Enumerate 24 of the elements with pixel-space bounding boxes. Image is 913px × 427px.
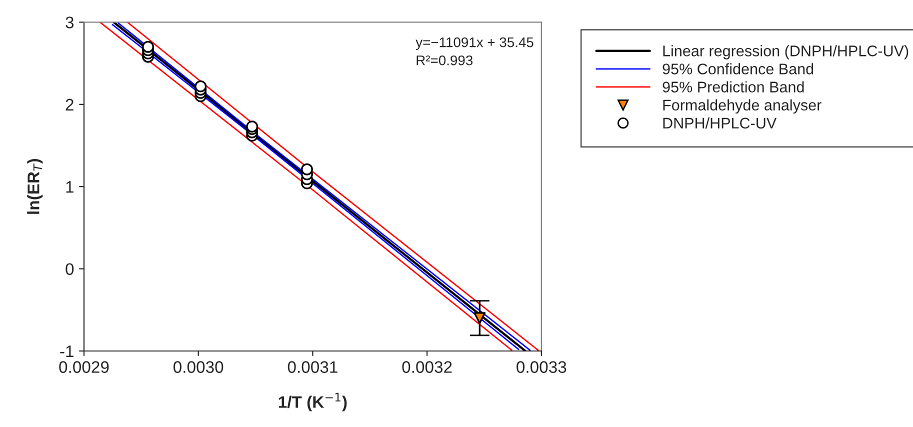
- legend-label: 95% Confidence Band: [662, 63, 814, 74]
- point: [301, 163, 313, 176]
- y-tick-label: 2: [66, 98, 74, 110]
- legend-label: DNPH/HPLC-UV: [663, 117, 777, 129]
- point: [194, 80, 207, 92]
- legend-label: Linear regression (DNPH/HPLC-UV): [663, 45, 908, 60]
- x-tick-label: 0.0031: [288, 361, 338, 373]
- x-tick-label: 0.0030: [174, 361, 224, 373]
- x-tick-label: 0.0033: [516, 361, 566, 373]
- x-tick-label: 0.0032: [402, 361, 452, 373]
- legend-label: 95% Prediction Band: [662, 81, 804, 92]
- point: [474, 312, 486, 324]
- annotation: R²=0.993: [416, 55, 473, 66]
- y-tick-label: 0: [66, 263, 74, 275]
- y-tick-label: 1: [66, 181, 74, 193]
- x-tick-label: 0.0029: [59, 361, 109, 373]
- point: [142, 40, 154, 53]
- y-tick-label: 3: [66, 16, 74, 28]
- x-axis-title: 1/T (K$^{−1}$): [278, 392, 347, 412]
- annotation: y=−11091x + 35.45: [416, 37, 534, 50]
- y-tick-label: -1: [60, 346, 74, 358]
- point: [246, 120, 258, 133]
- y-axis-title: ln(ER$_{T}$): [27, 159, 43, 214]
- legend-label: Formaldehyde analyser: [663, 99, 822, 114]
